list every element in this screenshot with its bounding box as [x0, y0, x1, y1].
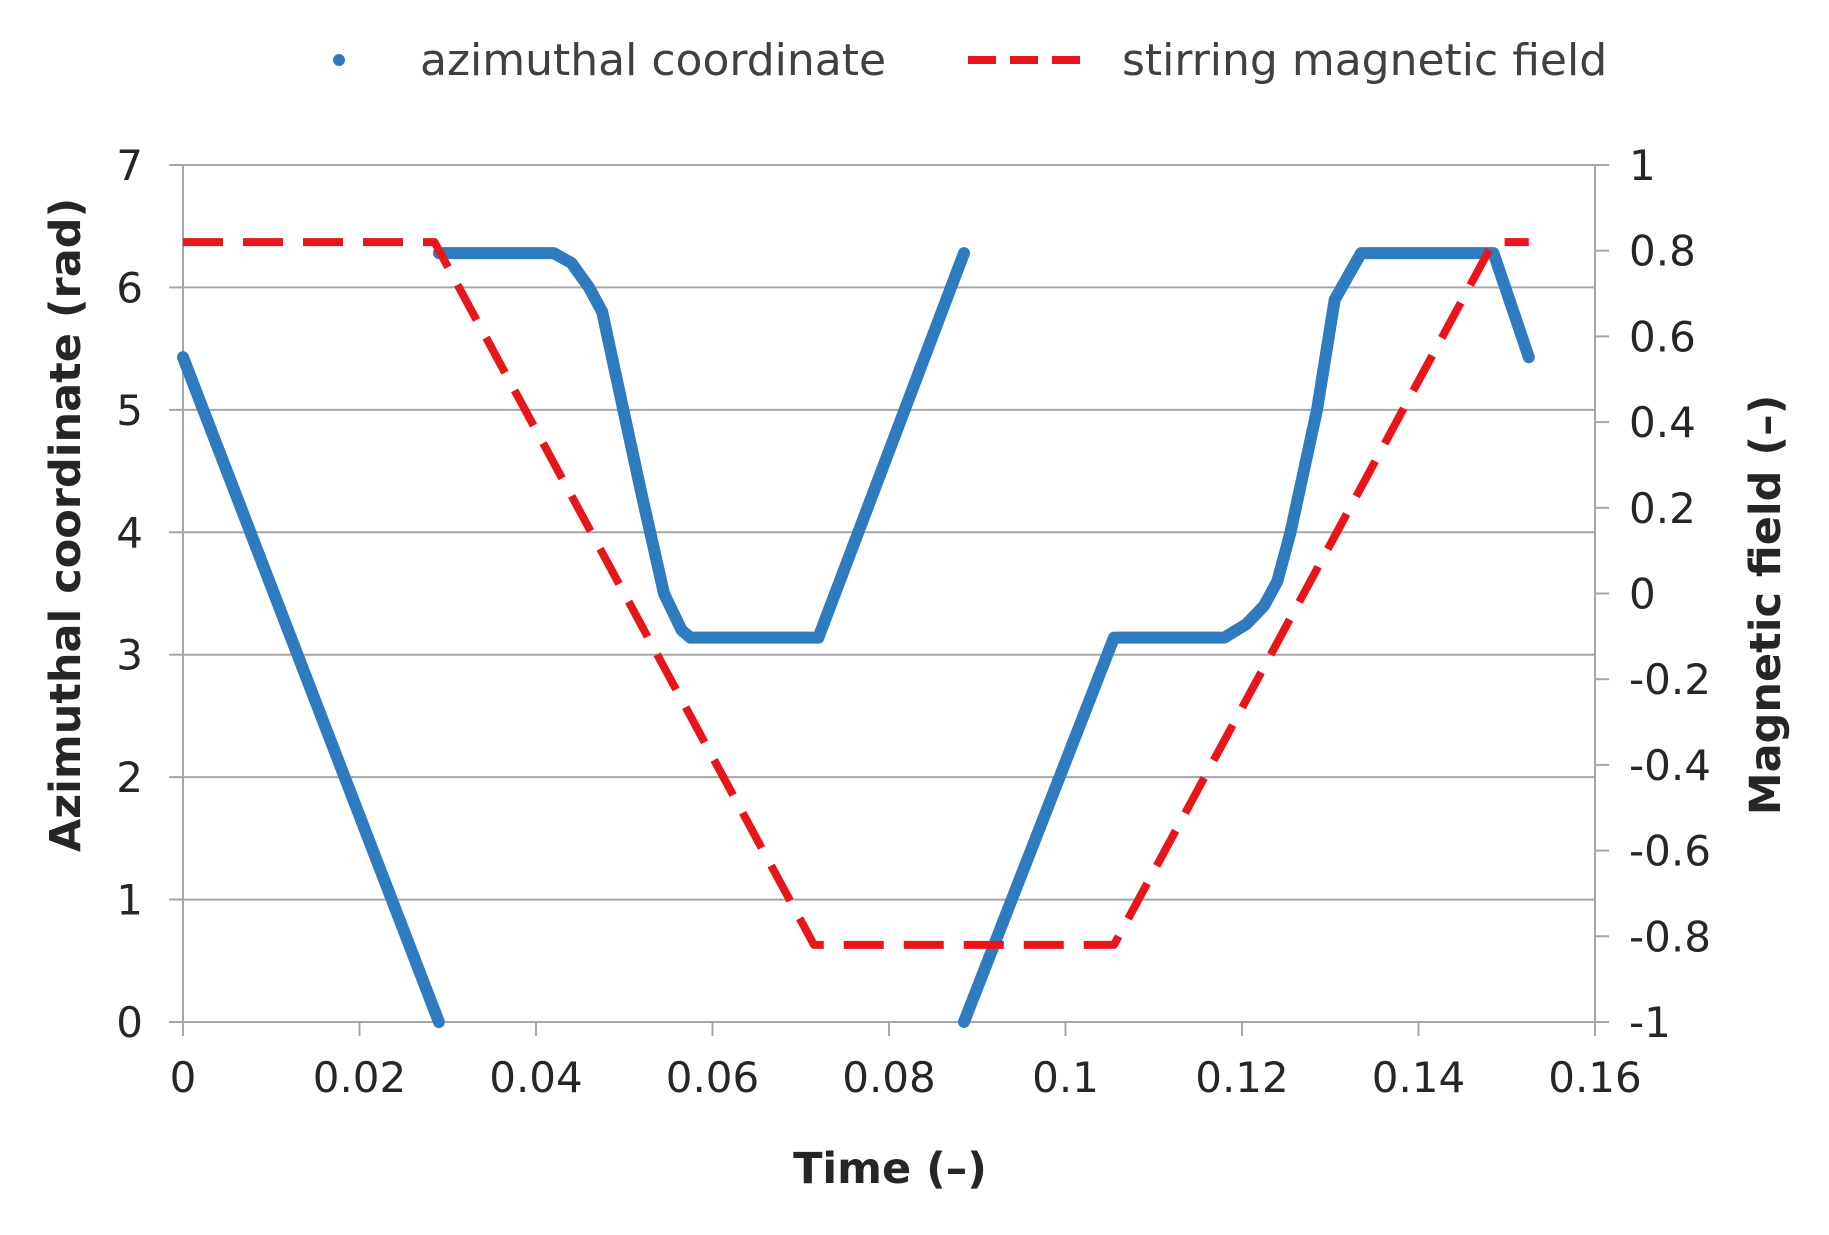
- y-right-tick-label-1: -0.8: [1629, 912, 1711, 961]
- gridlines: [183, 164, 1595, 1023]
- series-azimuthal-segment-0: [177, 351, 445, 1028]
- legend-label-azimuthal: azimuthal coordinate: [420, 35, 886, 86]
- y-left-axis-title: Azimuthal coordinate (rad): [41, 198, 91, 852]
- y-right-tick-labels: -1 -0.8 -0.6 -0.4 -0.2 0 0.2 0.4 0.6 0.8 1: [1629, 141, 1711, 1047]
- y-right-tick-label-4: -0.2: [1629, 655, 1711, 704]
- series-azimuthal-segment-2: [958, 247, 1535, 1028]
- x-tick-labels: 0 0.02 0.04 0.06 0.08 0.1 0.12 0.14 0.16: [170, 1053, 1642, 1102]
- x-tick-label-4: 0.08: [842, 1053, 936, 1102]
- y-left-tick-label-2: 2: [116, 753, 143, 802]
- legend-marker-azimuthal: [333, 54, 345, 66]
- y-left-tick-label-7: 7: [116, 141, 143, 190]
- y-left-tick-labels: 0 1 2 3 4 5 6 7: [116, 141, 143, 1047]
- y-right-tick-label-3: -0.4: [1629, 741, 1711, 790]
- legend: azimuthal coordinate stirring magnetic f…: [333, 35, 1607, 86]
- y-left-tick-label-4: 4: [116, 508, 143, 557]
- y-left-tick-label-0: 0: [116, 998, 143, 1047]
- y-right-tick-label-9: 0.8: [1629, 227, 1696, 276]
- series-azimuthal-segment-1: [432, 247, 970, 644]
- x-tick-label-6: 0.12: [1195, 1053, 1289, 1102]
- y-right-tick-label-10: 1: [1629, 141, 1656, 190]
- y-right-tick-label-8: 0.6: [1629, 312, 1696, 361]
- plot-series: [177, 238, 1535, 1028]
- x-tick-label-1: 0.02: [313, 1053, 407, 1102]
- y-right-tick-label-2: -0.6: [1629, 827, 1711, 876]
- y-right-tick-label-5: 0: [1629, 570, 1656, 619]
- x-tick-label-0: 0: [170, 1053, 197, 1102]
- y-right-tick-label-6: 0.2: [1629, 484, 1696, 533]
- y-left-tick-label-1: 1: [116, 876, 143, 925]
- legend-label-magnetic: stirring magnetic field: [1122, 35, 1607, 86]
- x-axis-title: Time (–): [793, 1144, 987, 1194]
- x-tick-label-2: 0.04: [489, 1053, 583, 1102]
- x-tick-label-8: 0.16: [1548, 1053, 1642, 1102]
- axes: [169, 164, 1609, 1036]
- y-left-tick-label-5: 5: [116, 386, 143, 435]
- y-right-tick-label-7: 0.4: [1629, 398, 1696, 447]
- x-tick-label-5: 0.1: [1032, 1053, 1099, 1102]
- x-tick-label-3: 0.06: [666, 1053, 760, 1102]
- y-right-tick-label-0: -1: [1629, 998, 1671, 1047]
- x-tick-label-7: 0.14: [1372, 1053, 1466, 1102]
- y-left-tick-label-6: 6: [116, 263, 143, 312]
- y-left-tick-label-3: 3: [116, 631, 143, 680]
- y-right-axis-title: Magnetic field (–): [1741, 395, 1791, 815]
- series-magnetic-segment-0: [183, 238, 1529, 949]
